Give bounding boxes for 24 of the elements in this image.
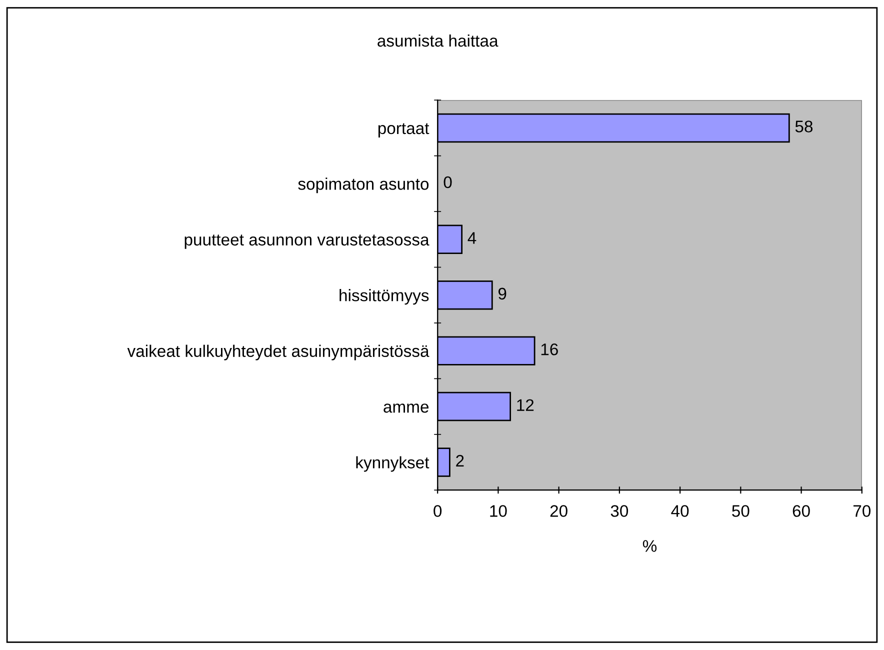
data-label: 16 bbox=[541, 343, 558, 356]
x-tick-label: 0 bbox=[434, 505, 442, 517]
x-axis-title: % bbox=[642, 540, 657, 552]
y-tick-label: kynnykset bbox=[356, 456, 430, 472]
x-tick-label: 60 bbox=[792, 505, 810, 517]
x-tick-label: 20 bbox=[550, 505, 568, 517]
y-tick-label: sopimaton asunto bbox=[298, 178, 429, 194]
y-tick-label: vaikeat kulkuyhteydet asuinympäristössä bbox=[127, 344, 430, 360]
x-tick-label: 10 bbox=[490, 505, 507, 517]
y-tick-label: portaat bbox=[378, 123, 430, 138]
y-tick-label: amme bbox=[384, 404, 429, 413]
x-tick-label: 40 bbox=[671, 505, 689, 517]
data-label: 9 bbox=[498, 288, 506, 300]
x-tick-label: 50 bbox=[732, 505, 750, 517]
x-tick-label: 70 bbox=[853, 505, 871, 517]
y-tick-label: puutteet asunnon varustetasossa bbox=[184, 234, 430, 249]
x-tick-label: 30 bbox=[610, 505, 628, 517]
data-label: 4 bbox=[468, 232, 476, 244]
chart-title: asumista haittaa bbox=[378, 34, 498, 47]
y-tick-label: hissittömyys bbox=[340, 289, 429, 305]
data-label: 2 bbox=[456, 454, 464, 467]
data-label: 12 bbox=[517, 399, 534, 411]
data-label: 0 bbox=[444, 176, 452, 188]
data-label: 58 bbox=[795, 120, 813, 132]
